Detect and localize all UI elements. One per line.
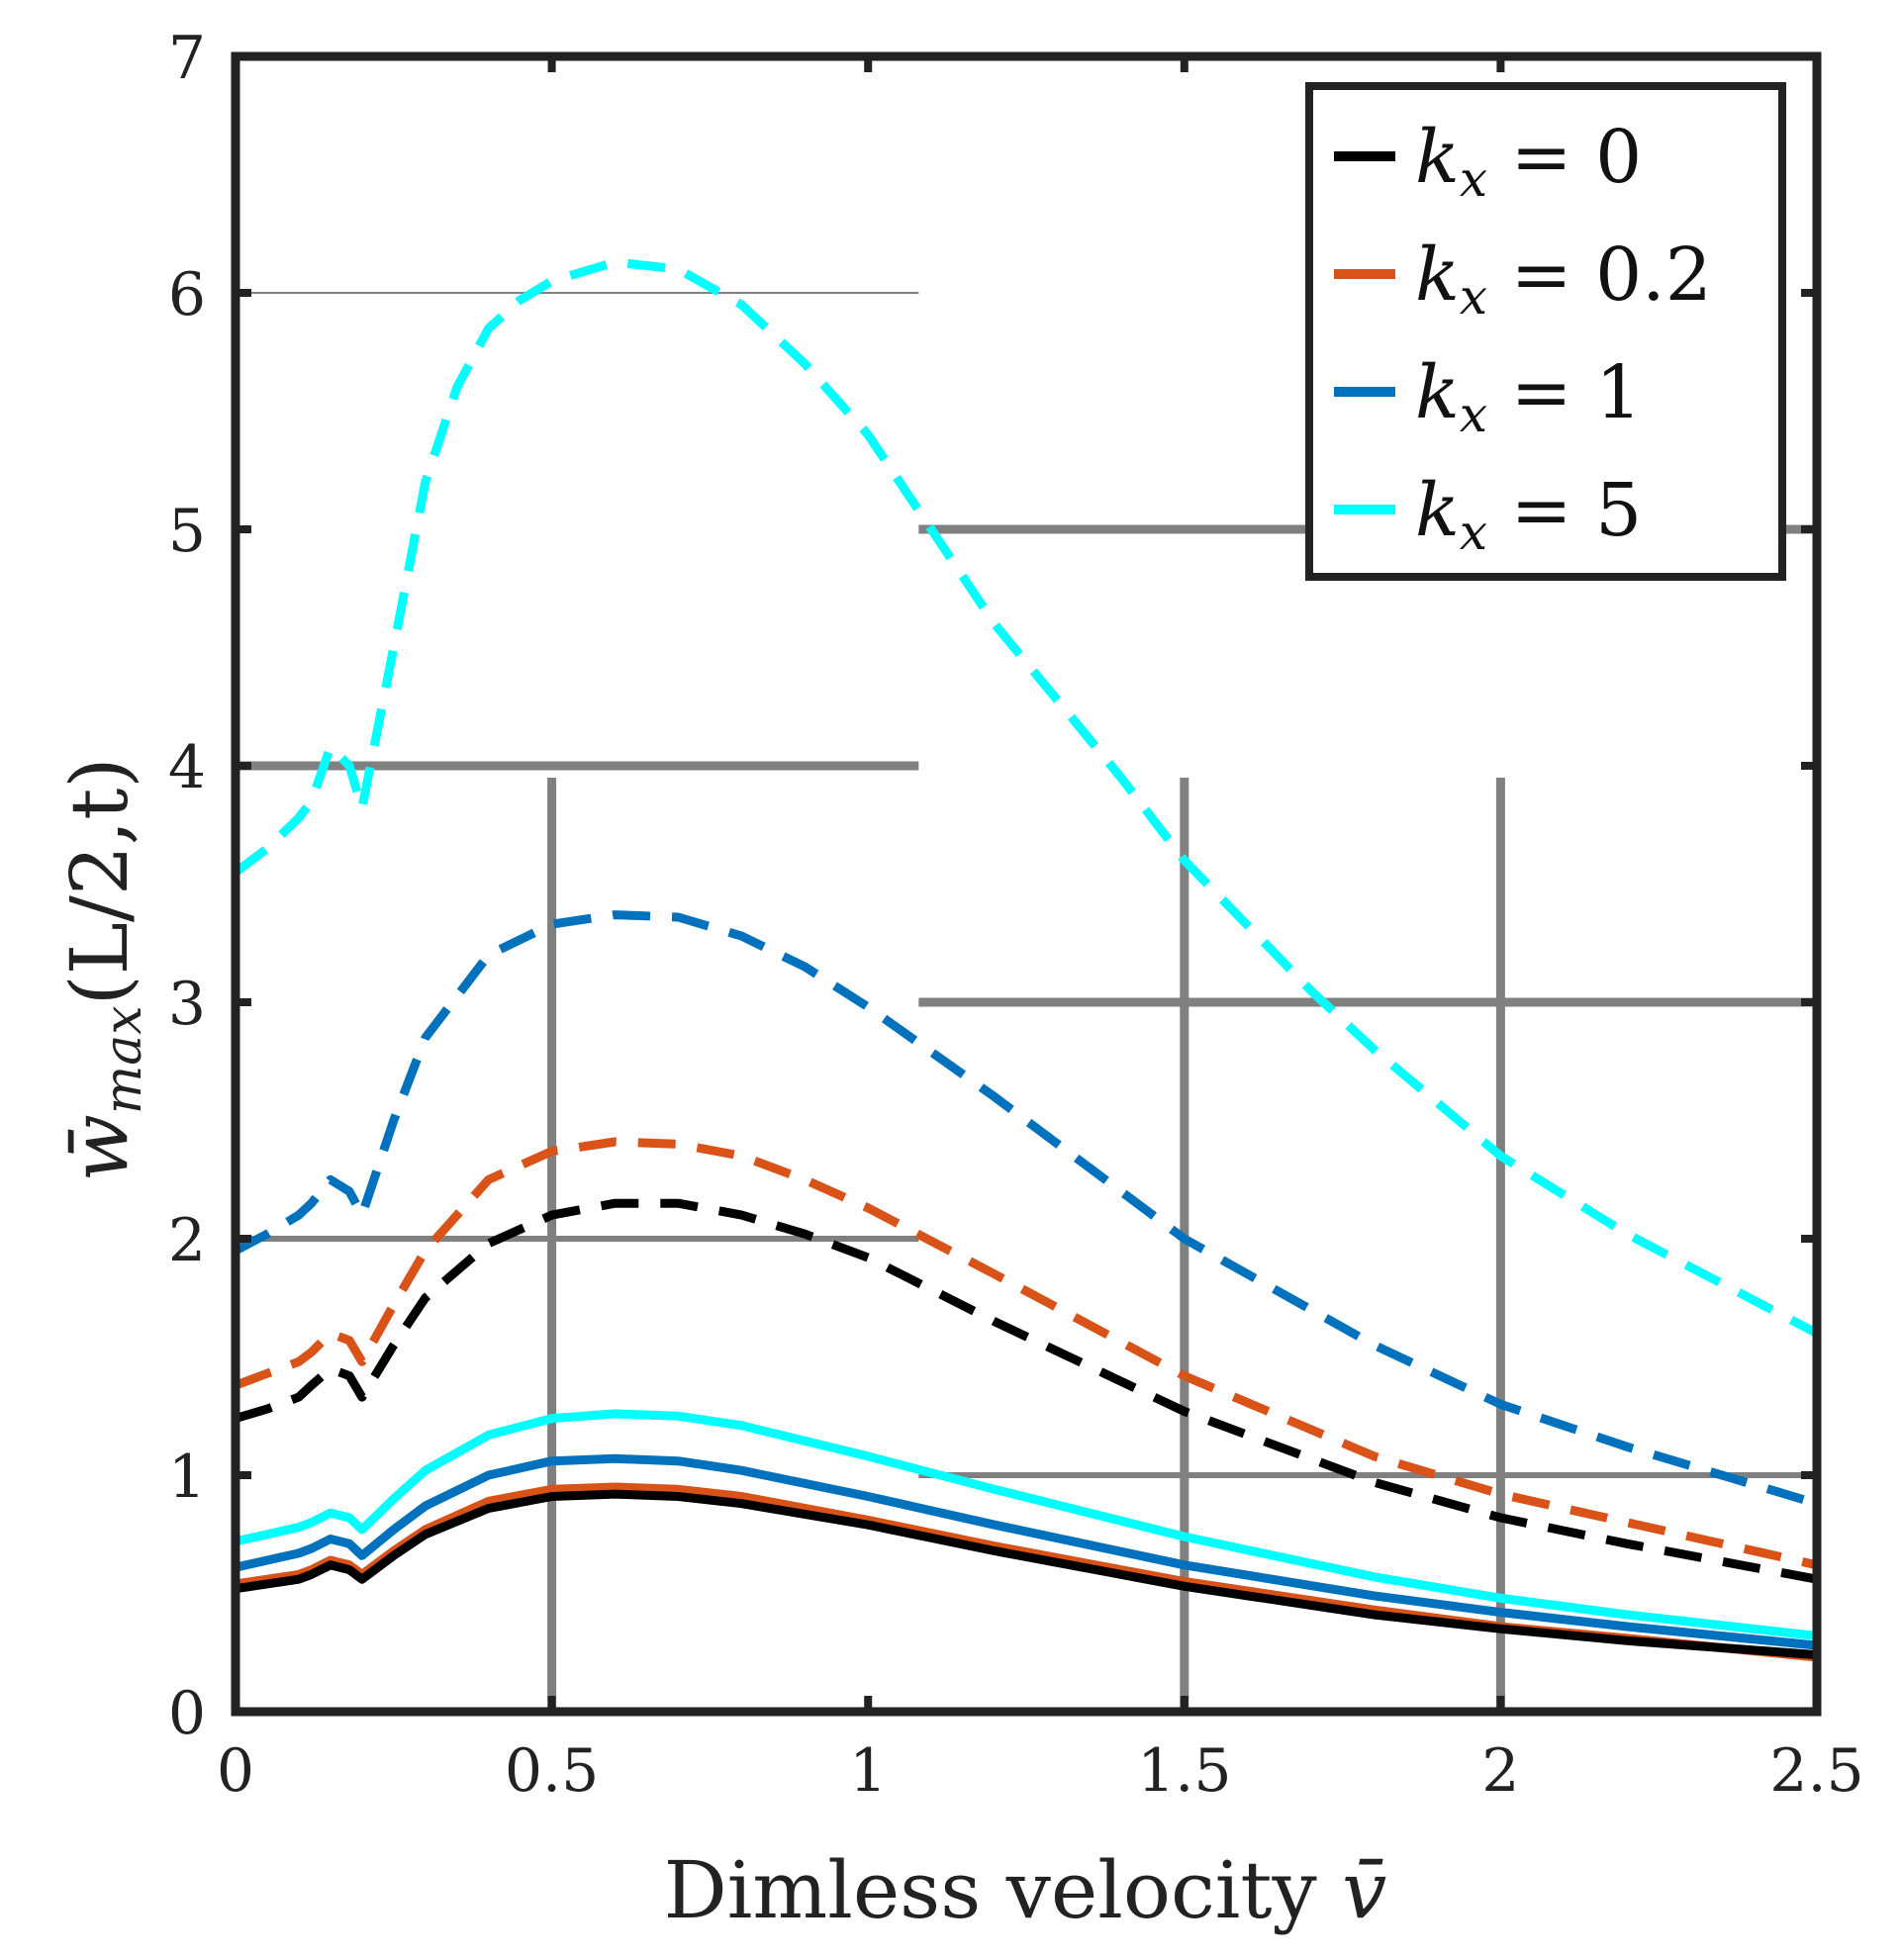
x-tick-label: 1 — [849, 1736, 887, 1806]
series-line-k5-dashed — [233, 257, 1820, 1338]
y-tick-label: 6 — [168, 260, 206, 329]
legend-sub: x — [1460, 268, 1487, 326]
y-tick-label: 3 — [168, 970, 206, 1039]
series-lines — [233, 257, 1820, 1662]
series-line-k1-solid — [235, 1453, 1818, 1650]
y-axis-title-symbol: w̄ — [53, 1114, 145, 1181]
legend-item: kx = 0 — [1334, 115, 1642, 208]
legend-item: kx = 5 — [1334, 468, 1642, 561]
legend-label-k0: kx = 0 — [1415, 115, 1642, 208]
series-line-k0-solid — [235, 1489, 1818, 1660]
ticks: 0 0.5 1 1.5 2 2.5 0 1 2 3 4 5 6 7 — [168, 24, 1864, 1806]
x-tick-label: 2.5 — [1769, 1736, 1863, 1806]
series-line-k0-dashed — [234, 1198, 1818, 1584]
y-tick-label: 2 — [168, 1206, 206, 1275]
y-tick-label: 5 — [168, 497, 206, 566]
legend-label-k5: kx = 5 — [1415, 468, 1642, 561]
legend-var: k — [1415, 115, 1460, 200]
x-tick-label: 0 — [217, 1736, 254, 1806]
y-tick-label: 7 — [168, 24, 206, 93]
x-tick-label: 2 — [1481, 1736, 1519, 1806]
legend-label-k1: kx = 1 — [1415, 350, 1642, 443]
legend-item: kx = 0.2 — [1334, 233, 1712, 326]
x-axis-title-text: Dimless velocity — [664, 1844, 1343, 1936]
legend-label-k02: kx = 0.2 — [1415, 233, 1712, 326]
x-tick-label: 0.5 — [505, 1736, 599, 1806]
legend: kx = 0 kx = 0.2 kx = 1 kx = 5 — [1305, 82, 1786, 581]
legend-eq: = 1 — [1487, 350, 1642, 435]
y-tick-label: 1 — [168, 1443, 206, 1512]
legend-eq: = 0 — [1487, 115, 1642, 200]
series-line-k1-dashed — [233, 910, 1819, 1509]
legend-sub: x — [1460, 150, 1487, 208]
y-tick-label: 0 — [168, 1679, 206, 1748]
series-line-k02-dashed — [234, 1137, 1818, 1570]
x-axis-title: Dimless velocity v̄ — [664, 1844, 1387, 1936]
legend-eq: = 0.2 — [1487, 233, 1712, 318]
x-axis-title-symbol: v̄ — [1342, 1844, 1386, 1936]
legend-box — [1305, 82, 1786, 581]
legend-item: kx = 1 — [1334, 350, 1642, 443]
legend-eq: = 5 — [1487, 468, 1642, 553]
series-line-k5-solid — [235, 1409, 1818, 1640]
legend-var: k — [1415, 468, 1460, 553]
y-axis-title-subscript: max — [94, 1005, 153, 1114]
y-tick-label: 4 — [168, 733, 206, 802]
legend-var: k — [1415, 233, 1460, 318]
legend-var: k — [1415, 350, 1460, 435]
y-axis-title-args: (L/2,t) — [53, 757, 145, 1005]
plot-frame — [231, 51, 1822, 1717]
legend-sub: x — [1460, 504, 1487, 561]
x-tick-label: 1.5 — [1137, 1736, 1231, 1806]
legend-sub: x — [1460, 386, 1487, 443]
y-axis-title: w̄max(L/2,t) — [53, 757, 153, 1181]
